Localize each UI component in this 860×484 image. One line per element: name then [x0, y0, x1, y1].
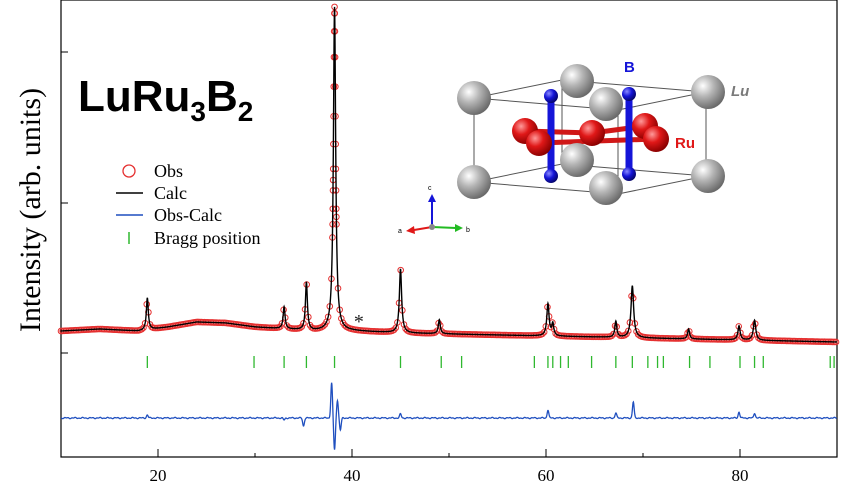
- atom-label-b: B: [624, 59, 635, 76]
- difference-curve: [60, 382, 837, 450]
- formula-mid: B: [206, 72, 238, 121]
- calc-line: [60, 6, 837, 343]
- calculated-curve: [60, 6, 837, 343]
- obs-point: [748, 332, 756, 339]
- legend-obs-label: Obs: [154, 161, 183, 181]
- obs-point: [634, 331, 642, 338]
- obs-point: [319, 322, 327, 330]
- legend: Obs Calc Obs-Calc Bragg position: [116, 161, 261, 248]
- obs-point: [390, 326, 398, 334]
- legend-bragg-label: Bragg position: [154, 228, 261, 248]
- ru-atoms: [512, 113, 669, 156]
- obs-point: [140, 324, 147, 331]
- y-axis-label: Intensity (arb. units): [14, 88, 47, 332]
- legend-calc-label: Calc: [154, 183, 187, 203]
- obs-point: [433, 327, 441, 335]
- axis-label-b: b: [466, 227, 470, 234]
- compound-formula: LuRu3B2: [78, 72, 253, 127]
- obs-point: [138, 325, 146, 333]
- formula-base: LuRu: [78, 72, 190, 121]
- b-atoms: [544, 87, 636, 183]
- axis-label-c: c: [428, 185, 432, 192]
- axes-indicator: c a b: [398, 185, 470, 235]
- y-ticks: [61, 51, 68, 354]
- obs-point: [610, 330, 617, 338]
- obs-point: [539, 330, 546, 338]
- x-ticks: 20 40 60 80: [60, 449, 838, 484]
- b-bonds: [547, 90, 633, 180]
- obs-point: [608, 332, 616, 340]
- atom-label-ru: Ru: [675, 135, 695, 152]
- formula-sub2: 2: [238, 96, 254, 127]
- obs-point: [298, 323, 306, 331]
- impurity-asterisk: *: [354, 311, 364, 333]
- x-tick-label: 40: [344, 466, 361, 484]
- x-tick-label: 20: [150, 466, 167, 484]
- x-tick-label: 80: [732, 466, 749, 484]
- diff-line: [60, 382, 837, 450]
- legend-obs-marker: [122, 164, 136, 178]
- x-tick-label: 60: [538, 466, 555, 484]
- bragg-markers: [146, 356, 835, 368]
- crystal-structure-inset: B Lu Ru: [457, 59, 749, 205]
- axis-label-a: a: [398, 228, 402, 235]
- lu-atoms: [457, 64, 725, 205]
- legend-diff-label: Obs-Calc: [154, 205, 222, 225]
- atom-label-lu: Lu: [731, 83, 749, 100]
- formula-sub1: 3: [190, 96, 206, 127]
- obs-point: [624, 327, 632, 335]
- obs-point: [682, 333, 690, 341]
